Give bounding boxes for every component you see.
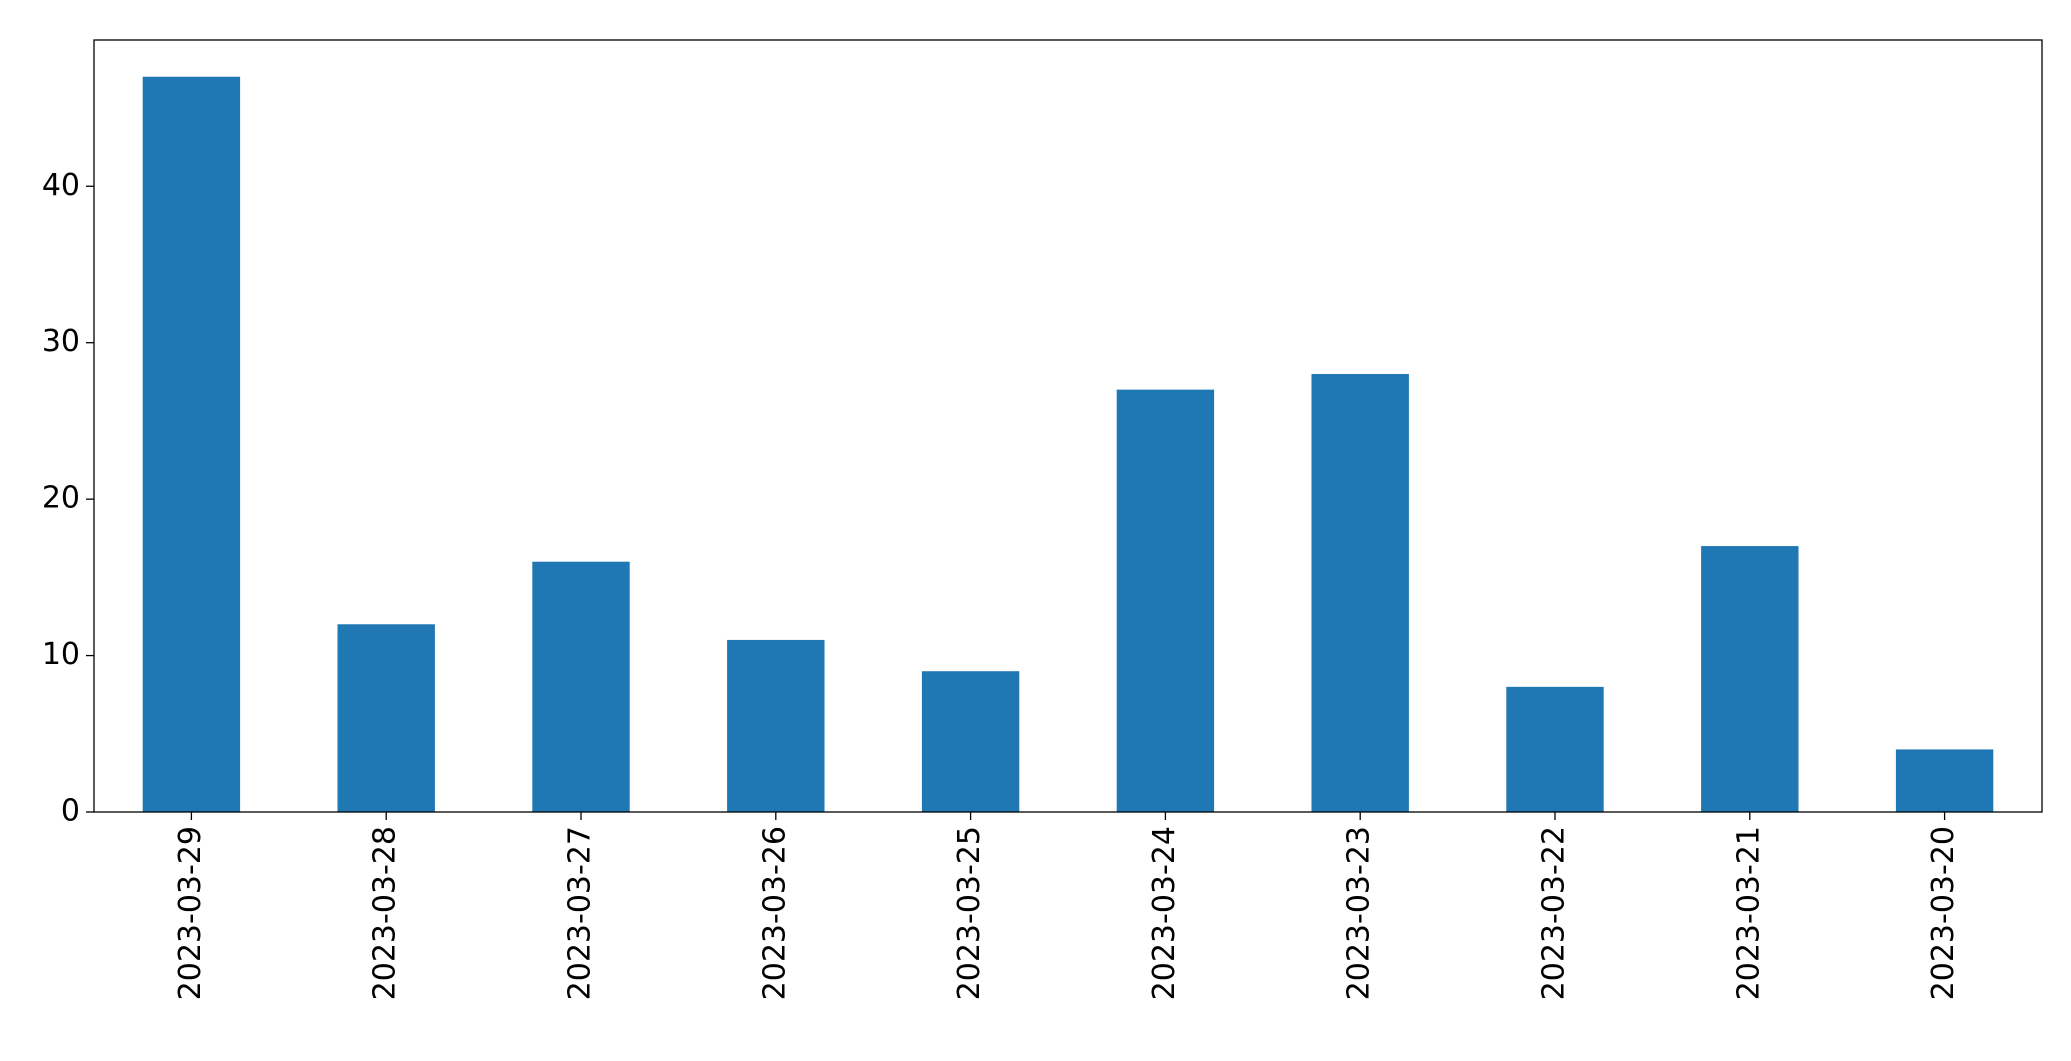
x-tick-label: 2023-03-21 [1731,826,1766,1000]
y-tick-label: 0 [61,794,80,829]
x-tick-label: 2023-03-22 [1537,826,1572,1000]
x-tick-label: 2023-03-24 [1147,826,1182,1000]
y-tick-label: 20 [42,481,80,516]
y-tick-label: 40 [42,168,80,203]
x-tick-label: 2023-03-26 [757,826,792,1000]
bar [142,76,241,812]
plot-frame [93,39,2043,813]
x-tick-label: 2023-03-29 [173,826,208,1000]
bar [1895,749,1994,812]
x-tick-label: 2023-03-27 [563,826,598,1000]
bar [727,639,825,812]
x-tick-label: 2023-03-25 [952,826,987,1000]
x-tick-label: 2023-03-20 [1926,826,1961,1000]
x-tick-label: 2023-03-28 [368,826,403,1000]
bar [337,624,435,812]
bar [1311,373,1409,812]
x-tick-label: 2023-03-23 [1342,826,1377,1000]
y-tick-label: 10 [42,637,80,672]
bar [1116,389,1215,812]
y-tick-label: 30 [42,324,80,359]
bar [532,561,630,812]
bar [921,671,1020,812]
bar [1506,686,1604,812]
bar [1701,546,1799,812]
